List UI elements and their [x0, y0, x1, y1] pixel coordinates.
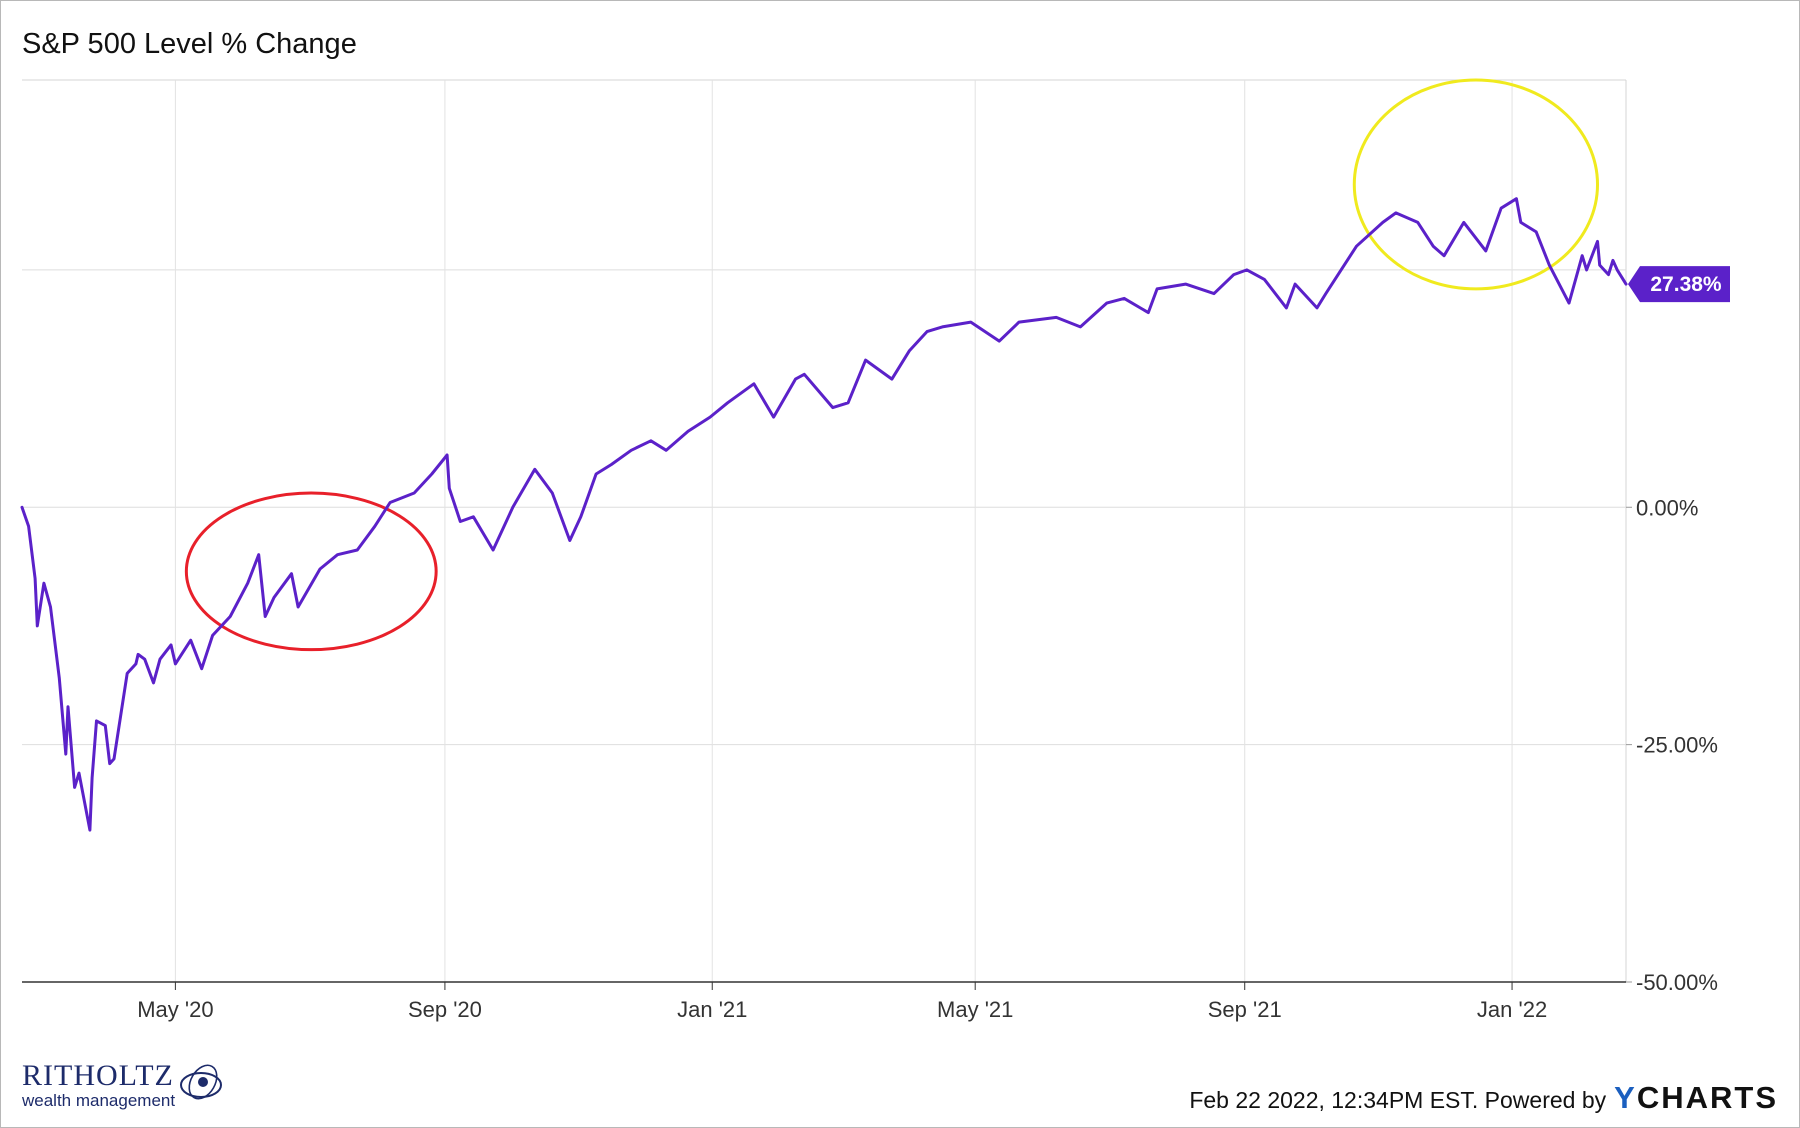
- x-tick-label: Sep '21: [1208, 997, 1282, 1022]
- logo-name: RITHOLTZ: [22, 1059, 174, 1092]
- footer: Feb 22 2022, 12:34PM EST. Powered by YCH…: [1189, 1080, 1778, 1116]
- last-value-badge-shape: [1628, 266, 1730, 303]
- logo-subtitle: wealth management: [22, 1091, 176, 1110]
- x-tick-label: Sep '20: [408, 997, 482, 1022]
- grid-lines: [22, 79, 1627, 983]
- yellow-annotation-ellipse: [1352, 78, 1600, 291]
- y-tick-label: -25.00%: [1636, 733, 1718, 758]
- x-tick-label: Jan '21: [677, 997, 747, 1022]
- ycharts-logo-text: CHARTS: [1636, 1080, 1778, 1115]
- footer-timestamp: Feb 22 2022, 12:34PM EST. Powered by: [1189, 1087, 1607, 1113]
- y-tick-label: -50.00%: [1636, 970, 1718, 995]
- series-line: [20, 197, 1628, 832]
- y-tick-label: 0.00%: [1636, 495, 1698, 520]
- ycharts-logo: YCHARTS: [1614, 1080, 1778, 1116]
- last-value-badge: 27.38%: [1628, 266, 1730, 303]
- chart-title: S&P 500 Level % Change: [22, 28, 357, 60]
- x-tick-label: May '21: [937, 997, 1013, 1022]
- series-lines: [20, 197, 1628, 832]
- x-tick-label: May '20: [137, 997, 213, 1022]
- ritholtz-globe-icon: [180, 1064, 223, 1100]
- ritholtz-logo: RITHOLTZ wealth management: [22, 1060, 231, 1110]
- x-tick-label: Jan '22: [1477, 997, 1547, 1022]
- ycharts-logo-y: Y: [1614, 1080, 1637, 1115]
- red-annotation-ellipse: [184, 491, 438, 652]
- axes: 0.00% -25.00% -50.00% May '20 Sep '20 Jan '21…: [22, 495, 1718, 1022]
- annotations: [184, 78, 1600, 652]
- last-value-label: 27.38%: [1650, 273, 1722, 296]
